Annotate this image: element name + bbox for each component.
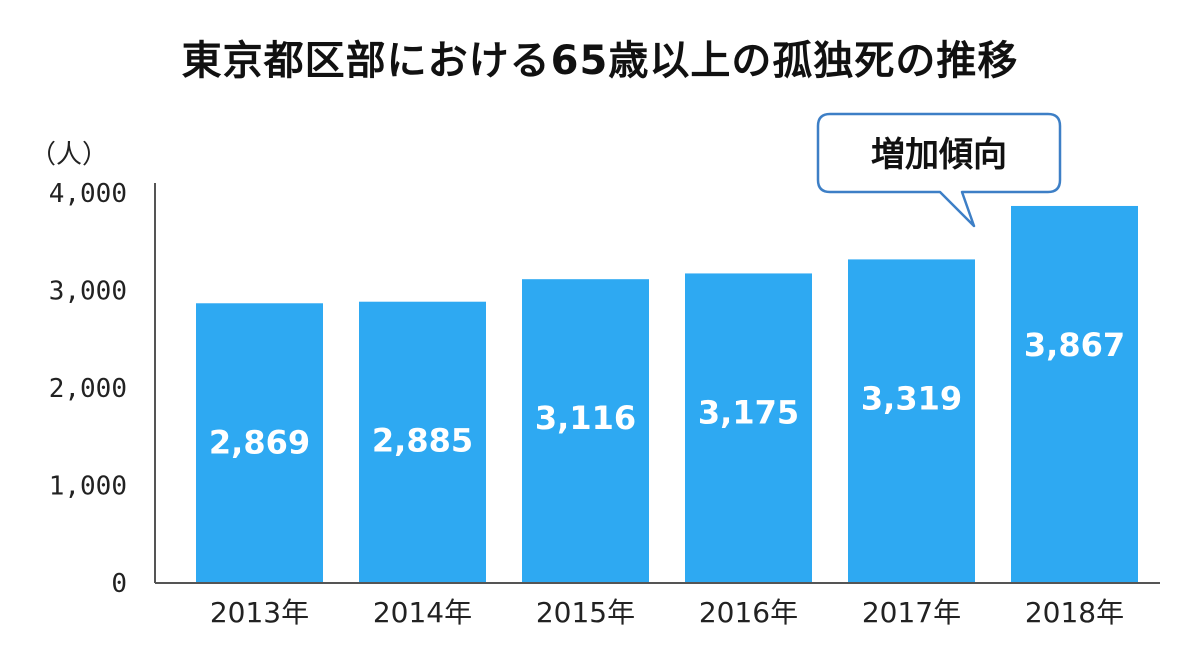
bar-value-label: 2,885 <box>372 422 473 460</box>
y-tick-label: 0 <box>111 569 127 599</box>
x-tick-label: 2013年 <box>210 596 309 629</box>
y-tick-label: 1,000 <box>49 472 127 502</box>
y-tick-label: 4,000 <box>49 179 127 209</box>
callout-bubble <box>816 112 1062 228</box>
bar <box>1011 205 1138 583</box>
chart-title: 東京都区部における65歳以上の孤独死の推移 <box>181 38 1019 84</box>
bar-value-label: 3,116 <box>535 399 636 437</box>
bars: 2,869 2,885 3,116 3,175 3,319 3,867 <box>196 205 1138 583</box>
x-tick-label: 2016年 <box>699 596 798 629</box>
x-tick-label: 2017年 <box>862 596 961 629</box>
bar-value-label: 3,867 <box>1024 326 1125 364</box>
bar-value-label: 2,869 <box>209 423 310 461</box>
x-tick-label: 2014年 <box>373 596 472 629</box>
y-axis-unit-label: （人） <box>30 140 108 170</box>
y-tick-label: 3,000 <box>49 277 127 307</box>
bar <box>848 259 975 583</box>
bar-value-label: 3,175 <box>698 393 799 431</box>
y-tick-label: 2,000 <box>49 374 127 404</box>
bar-value-label: 3,319 <box>861 379 962 417</box>
x-tick-label: 2018年 <box>1025 596 1124 629</box>
bar <box>196 303 323 583</box>
annotation-callout: 増加傾向 <box>816 112 1062 228</box>
callout-text: 増加傾向 <box>871 135 1007 175</box>
x-axis-labels: 2013年 2014年 2015年 2016年 2017年 2018年 <box>210 596 1124 629</box>
y-axis-ticks: 0 1,000 2,000 3,000 4,000 <box>49 179 127 599</box>
bar <box>359 301 486 583</box>
bar <box>685 273 812 583</box>
bar <box>522 279 649 583</box>
x-tick-label: 2015年 <box>536 596 635 629</box>
